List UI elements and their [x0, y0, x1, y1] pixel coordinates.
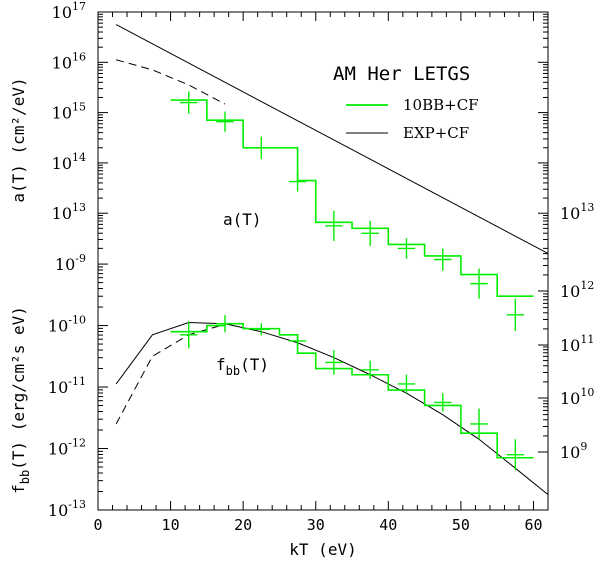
chart-title: AM Her LETGS — [333, 63, 470, 85]
x-ticks: 0 10 20 30 40 50 60 — [93, 12, 543, 534]
y-tick-label-bottom: 10-9 — [55, 252, 86, 274]
exp-model-dashed-fbb — [115, 323, 226, 425]
x-tick-label: 0 — [93, 516, 102, 534]
y-tick-label-right: 109 — [560, 440, 587, 462]
x-tick-label: 50 — [452, 516, 470, 534]
exp-model-line-fbb — [115, 321, 549, 496]
legend: 10BB+CF EXP+CF — [346, 96, 479, 142]
y-tick-label-bottom: 10-13 — [48, 498, 86, 520]
y-tick-label-right: 1010 — [560, 386, 594, 408]
y-tick-label-bottom: 10-11 — [48, 375, 86, 397]
y-tick-label-right: 1011 — [560, 333, 594, 355]
x-axis-label: kT (eV) — [289, 540, 356, 559]
y-tick-label-top: 1015 — [52, 101, 86, 123]
curve-label-a: a(T) — [223, 210, 262, 229]
x-tick-label: 10 — [162, 516, 180, 534]
y-tick-label-right: 1012 — [560, 279, 594, 301]
series-group — [115, 24, 549, 496]
legend-label: 10BB+CF — [403, 96, 479, 114]
y-axis-label-top: a(T) (cm²/eV) — [9, 77, 28, 202]
y-ticks: 1013 1014 1015 1016 1017 1013 10-13 10-12 10-11 1… — [48, 0, 594, 520]
y-tick-label-right: 1013 — [560, 201, 594, 223]
y-tick-label-top: 1014 — [52, 151, 86, 173]
y-tick-label-bottom: 10-12 — [48, 437, 86, 459]
y-tick-label-top: 1017 — [52, 0, 86, 22]
x-tick-label: 60 — [524, 516, 542, 534]
axes-group — [97, 11, 549, 511]
text-group: AM Her LETGS kT (eV) a(T) (cm²/eV) fbb(T… — [9, 63, 470, 559]
curve-label-fbb: fbb(T) — [216, 355, 269, 378]
y-tick-label-top: 1013 — [52, 201, 86, 223]
x-tick-label: 30 — [307, 516, 325, 534]
exp-model-line-a — [115, 24, 549, 254]
x-tick-label: 40 — [379, 516, 397, 534]
y-axis-label-bottom: fbb(T) (erg/cm²s eV) — [9, 306, 32, 494]
legend-label: EXP+CF — [403, 124, 469, 142]
x-tick-label: 20 — [234, 516, 252, 534]
y-tick-label-top: 1016 — [52, 50, 86, 72]
y-tick-label-bottom: 10-10 — [48, 314, 86, 336]
plot-frame — [97, 11, 549, 511]
exp-model-dashed-a — [116, 59, 226, 105]
